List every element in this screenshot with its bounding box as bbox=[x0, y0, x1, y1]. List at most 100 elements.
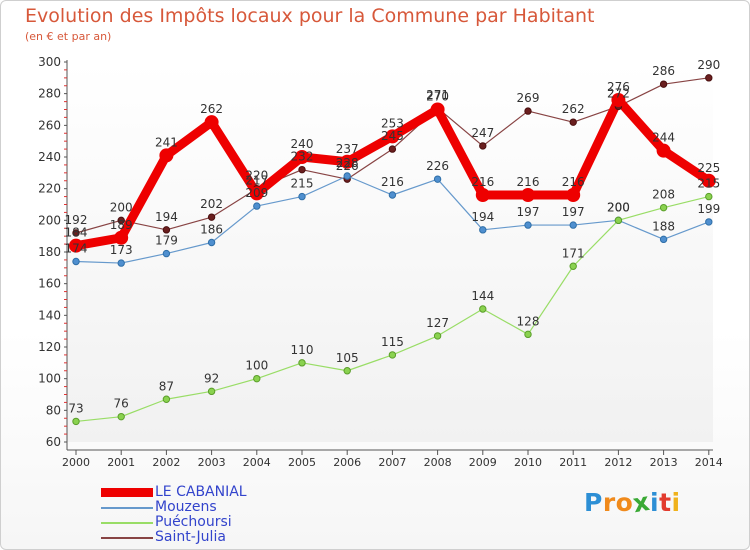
data-label: 173 bbox=[110, 243, 133, 257]
data-label: 194 bbox=[471, 210, 494, 224]
data-point bbox=[479, 142, 487, 150]
data-label: 199 bbox=[697, 202, 720, 216]
data-label: 189 bbox=[110, 218, 133, 232]
data-label: 216 bbox=[562, 175, 585, 189]
data-label: 186 bbox=[200, 223, 223, 237]
legend-label: Saint-Julia bbox=[155, 529, 226, 545]
proxiti-logo: Proxiti bbox=[584, 486, 681, 519]
x-tick-label: 2001 bbox=[107, 456, 135, 469]
data-point bbox=[298, 165, 306, 174]
data-label: 216 bbox=[381, 175, 404, 189]
data-point bbox=[162, 226, 171, 234]
data-label: 179 bbox=[155, 234, 178, 248]
data-label: 226 bbox=[426, 159, 449, 173]
data-label: 272 bbox=[607, 86, 630, 100]
data-label: 105 bbox=[336, 351, 359, 365]
y-tick-label: 60 bbox=[46, 435, 61, 449]
data-label: 216 bbox=[471, 175, 494, 189]
data-point bbox=[705, 74, 713, 82]
y-tick-label: 120 bbox=[38, 340, 61, 354]
legend-swatch bbox=[101, 488, 153, 497]
data-point bbox=[388, 351, 397, 359]
data-point bbox=[479, 305, 487, 313]
x-tick-label: 2011 bbox=[559, 456, 587, 469]
data-label: 110 bbox=[291, 343, 314, 357]
x-tick-label: 2003 bbox=[198, 456, 226, 469]
data-label: 245 bbox=[381, 129, 404, 143]
data-point bbox=[117, 412, 125, 421]
chart-title: Evolution des Impôts locaux pour la Comm… bbox=[25, 5, 595, 27]
data-label: 228 bbox=[336, 156, 359, 170]
data-point bbox=[611, 93, 626, 107]
y-tick-label: 260 bbox=[38, 118, 61, 132]
x-tick-label: 2007 bbox=[378, 456, 406, 469]
y-tick-label: 220 bbox=[38, 182, 61, 196]
data-point bbox=[659, 80, 668, 88]
y-tick-label: 200 bbox=[38, 213, 61, 227]
data-label: 171 bbox=[562, 246, 585, 260]
y-tick-label: 80 bbox=[46, 403, 61, 417]
data-point bbox=[72, 417, 80, 426]
x-tick-label: 2009 bbox=[469, 456, 497, 469]
legend-swatch bbox=[101, 522, 153, 524]
data-point bbox=[430, 102, 445, 117]
data-point bbox=[159, 148, 174, 163]
data-point bbox=[72, 257, 80, 266]
data-label: 247 bbox=[471, 126, 494, 140]
data-point bbox=[569, 262, 577, 270]
data-label: 197 bbox=[517, 205, 540, 219]
data-point bbox=[72, 229, 80, 237]
data-point bbox=[204, 115, 219, 130]
data-label: 220 bbox=[245, 169, 268, 183]
data-point bbox=[207, 213, 216, 221]
x-tick-label: 2013 bbox=[650, 456, 678, 469]
data-label: 202 bbox=[200, 197, 223, 211]
data-point bbox=[249, 186, 264, 201]
data-label: 200 bbox=[110, 200, 133, 214]
data-label: 253 bbox=[381, 116, 404, 130]
data-point bbox=[253, 202, 261, 210]
data-point bbox=[207, 238, 216, 247]
data-label: 174 bbox=[65, 242, 88, 256]
data-label: 215 bbox=[291, 177, 314, 191]
data-point bbox=[207, 387, 216, 396]
data-point bbox=[475, 188, 490, 202]
data-point bbox=[705, 218, 713, 226]
data-label: 128 bbox=[517, 314, 540, 328]
y-tick-label: 280 bbox=[38, 87, 61, 101]
data-point bbox=[569, 118, 577, 126]
y-tick-label: 160 bbox=[38, 277, 61, 291]
data-point bbox=[433, 175, 442, 183]
data-point bbox=[701, 173, 716, 188]
legend-swatch bbox=[101, 507, 153, 509]
x-tick-label: 2010 bbox=[514, 456, 542, 469]
data-label: 76 bbox=[114, 397, 129, 411]
data-point bbox=[298, 359, 306, 367]
data-label: 237 bbox=[336, 142, 359, 156]
data-point bbox=[705, 192, 713, 201]
data-label: 269 bbox=[517, 91, 540, 105]
data-label: 290 bbox=[697, 58, 720, 72]
data-label: 209 bbox=[245, 186, 268, 200]
x-tick-label: 2008 bbox=[424, 456, 452, 469]
x-tick-label: 2000 bbox=[62, 456, 90, 469]
x-tick-label: 2012 bbox=[604, 456, 632, 469]
data-label: 100 bbox=[245, 359, 268, 373]
data-label: 226 bbox=[336, 159, 359, 173]
y-tick-label: 240 bbox=[38, 150, 61, 164]
data-label: 92 bbox=[204, 371, 219, 385]
data-point bbox=[253, 374, 261, 383]
data-point bbox=[433, 332, 442, 340]
x-tick-label: 2014 bbox=[695, 456, 723, 469]
data-point bbox=[114, 230, 129, 245]
data-point bbox=[162, 249, 171, 258]
data-label: 217 bbox=[245, 173, 268, 187]
data-point bbox=[117, 216, 125, 225]
data-label: 144 bbox=[471, 289, 494, 303]
y-tick-label: 140 bbox=[38, 308, 61, 322]
data-point bbox=[566, 188, 581, 202]
data-label: 232 bbox=[291, 150, 314, 164]
x-tick-label: 2006 bbox=[333, 456, 361, 469]
